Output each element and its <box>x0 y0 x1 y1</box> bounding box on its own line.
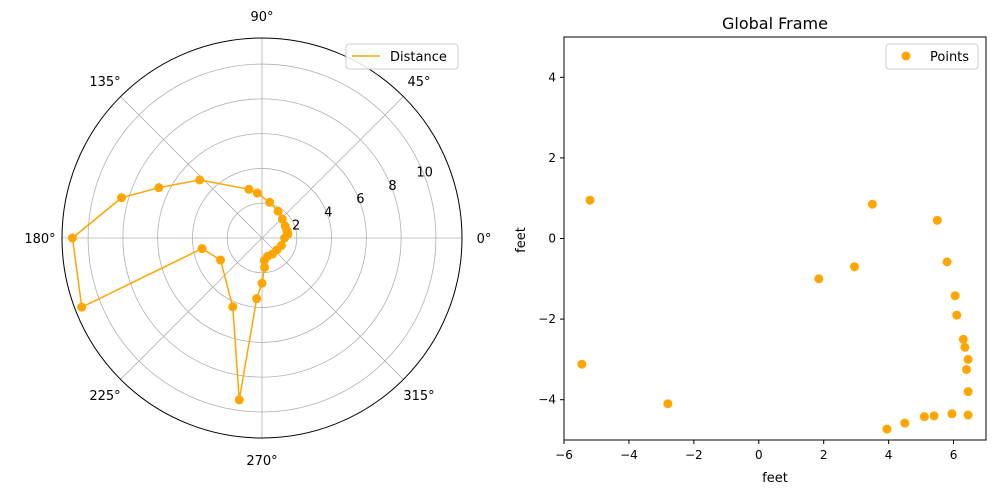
polar-outer-frame <box>61 37 463 439</box>
scatter-x-tick-label: −6 <box>555 448 573 462</box>
polar-data-point <box>117 193 127 203</box>
scatter-x-axis-label: feet <box>762 471 788 486</box>
scatter-data-point <box>960 342 970 352</box>
polar-data-point <box>154 183 164 193</box>
polar-data-point <box>257 278 267 288</box>
scatter-legend-label: Points <box>930 50 969 65</box>
polar-radial-tick-labels: 2 4 6 8 10 <box>292 165 433 233</box>
polar-chart: 0° 45° 90° 135° 180° 225° 270° 315° 2 4 6 8 10 Dist… <box>24 10 491 469</box>
scatter-axes: −6 −4 −2 0 2 4 6 −4 −2 0 2 4 <box>538 36 987 462</box>
scatter-x-tick-label: −2 <box>685 448 703 462</box>
scatter-data-point <box>929 411 939 421</box>
polar-angle-tick-label: 135° <box>89 75 120 90</box>
polar-angle-gridline <box>120 237 263 380</box>
polar-angle-tick-labels: 0° 45° 90° 135° 180° 225° 270° 315° <box>24 10 491 469</box>
polar-angle-gridline <box>261 96 404 239</box>
scatter-data-point <box>882 424 892 434</box>
polar-data-point <box>280 233 290 243</box>
scatter-plot-frame <box>563 36 987 441</box>
polar-angle-tick-label: 180° <box>24 232 55 247</box>
scatter-data-point <box>867 199 877 209</box>
scatter-data-point <box>850 262 860 272</box>
scatter-data-point <box>952 310 962 320</box>
polar-radial-tick-label: 6 <box>356 192 364 207</box>
polar-data-point <box>67 233 77 243</box>
scatter-data-point <box>950 291 960 301</box>
scatter-data-point <box>942 257 952 267</box>
polar-data-point <box>260 262 270 272</box>
polar-radial-tick-label: 4 <box>324 205 332 220</box>
scatter-data-point <box>962 364 972 374</box>
polar-series-distance <box>67 175 293 405</box>
polar-data-point <box>244 184 254 194</box>
polar-data-point <box>276 240 286 250</box>
polar-data-point <box>234 395 244 405</box>
scatter-x-tick-label: 0 <box>755 448 763 462</box>
scatter-x-tick-label: 6 <box>950 448 958 462</box>
polar-angle-tick-label: 225° <box>89 389 120 404</box>
polar-angle-gridline <box>120 96 263 239</box>
polar-angle-tick-label: 0° <box>477 232 492 247</box>
polar-angle-tick-label: 45° <box>407 75 430 90</box>
polar-radial-tick-label: 2 <box>292 219 300 234</box>
polar-data-point <box>195 175 205 185</box>
scatter-x-tick-label: 2 <box>820 448 828 462</box>
scatter-data-point <box>663 399 673 409</box>
scatter-legend-marker <box>901 51 911 61</box>
scatter-y-tick-label: 2 <box>548 151 556 165</box>
polar-angle-gridline <box>261 237 404 380</box>
scatter-y-tick-label: 4 <box>548 70 556 84</box>
scatter-data-point <box>585 195 595 205</box>
scatter-data-point <box>919 412 929 422</box>
polar-data-point <box>282 226 292 236</box>
polar-radial-tick-label: 10 <box>416 165 433 180</box>
scatter-series-points <box>577 195 973 434</box>
scatter-y-axis-label: feet <box>514 227 529 253</box>
scatter-y-tick-label: 0 <box>548 232 556 246</box>
scatter-data-point <box>577 359 587 369</box>
polar-data-point <box>277 214 287 224</box>
polar-legend-label: Distance <box>390 50 447 65</box>
scatter-legend-frame <box>885 43 979 70</box>
polar-data-point <box>265 197 275 207</box>
polar-legend: Distance <box>345 43 459 70</box>
polar-angle-tick-label: 315° <box>403 389 434 404</box>
polar-data-point <box>252 294 262 304</box>
polar-legend-frame <box>345 43 459 70</box>
polar-data-point <box>228 302 238 312</box>
scatter-x-tick-label: −4 <box>620 448 638 462</box>
scatter-data-point <box>947 409 957 419</box>
scatter-data-point <box>958 334 968 344</box>
polar-grid <box>61 37 463 439</box>
scatter-chart: Global Frame −6 −4 −2 0 2 4 6 −4 −2 0 2 4 feet feet… <box>514 14 987 486</box>
scatter-data-point <box>963 354 973 364</box>
polar-angle-tick-label: 270° <box>246 454 277 469</box>
polar-data-point <box>77 302 87 312</box>
polar-angle-tick-label: 90° <box>250 10 273 25</box>
polar-series-line <box>71 179 289 401</box>
scatter-y-tick-label: −2 <box>538 312 556 326</box>
scatter-y-tick-label: −4 <box>538 393 556 407</box>
scatter-data-point <box>963 410 973 420</box>
scatter-data-point <box>900 418 910 428</box>
polar-data-point <box>252 188 262 198</box>
scatter-x-tick-label: 4 <box>885 448 893 462</box>
polar-radial-tick-label: 8 <box>388 179 396 194</box>
polar-data-point <box>197 244 207 254</box>
scatter-data-point <box>963 387 973 397</box>
scatter-data-point <box>932 215 942 225</box>
scatter-title: Global Frame <box>722 14 828 33</box>
polar-data-point <box>216 255 226 265</box>
scatter-data-point <box>814 274 824 284</box>
polar-data-point <box>273 206 283 216</box>
scatter-legend: Points <box>885 43 979 70</box>
